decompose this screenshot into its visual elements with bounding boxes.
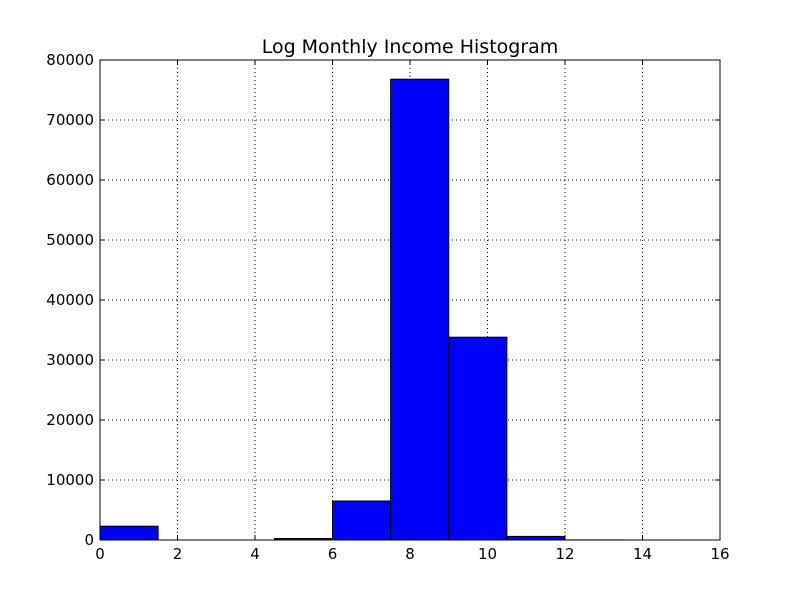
x-tick-label: 2 — [173, 545, 183, 563]
x-tick-label: 10 — [478, 545, 497, 563]
axis-ticks: 0 2 4 6 8 10 12 14 16 0 10000 20000 30000 40000 50000 6… — [46, 51, 729, 563]
x-tick-label: 8 — [405, 545, 415, 563]
histogram-bar — [332, 500, 392, 541]
histogram-bars — [99, 78, 682, 541]
x-tick-label: 0 — [95, 545, 105, 563]
y-tick-label: 40000 — [46, 291, 94, 309]
histogram-bar — [99, 525, 159, 541]
histogram-bar — [506, 535, 566, 541]
x-tick-label: 6 — [328, 545, 338, 563]
y-tick-label: 10000 — [46, 471, 94, 489]
chart-title: Log Monthly Income Histogram — [262, 36, 559, 58]
y-tick-label: 80000 — [46, 51, 94, 69]
histogram-bar — [390, 78, 450, 541]
x-tick-label: 12 — [555, 545, 574, 563]
y-tick-label: 30000 — [46, 351, 94, 369]
x-tick-label: 14 — [633, 545, 652, 563]
y-tick-label: 50000 — [46, 231, 94, 249]
x-tick-label: 16 — [710, 545, 729, 563]
histogram-bar — [448, 336, 508, 541]
x-tick-label: 4 — [250, 545, 260, 563]
y-tick-label: 20000 — [46, 411, 94, 429]
y-tick-label: 60000 — [46, 171, 94, 189]
y-tick-label: 70000 — [46, 111, 94, 129]
y-tick-label: 0 — [84, 531, 94, 549]
